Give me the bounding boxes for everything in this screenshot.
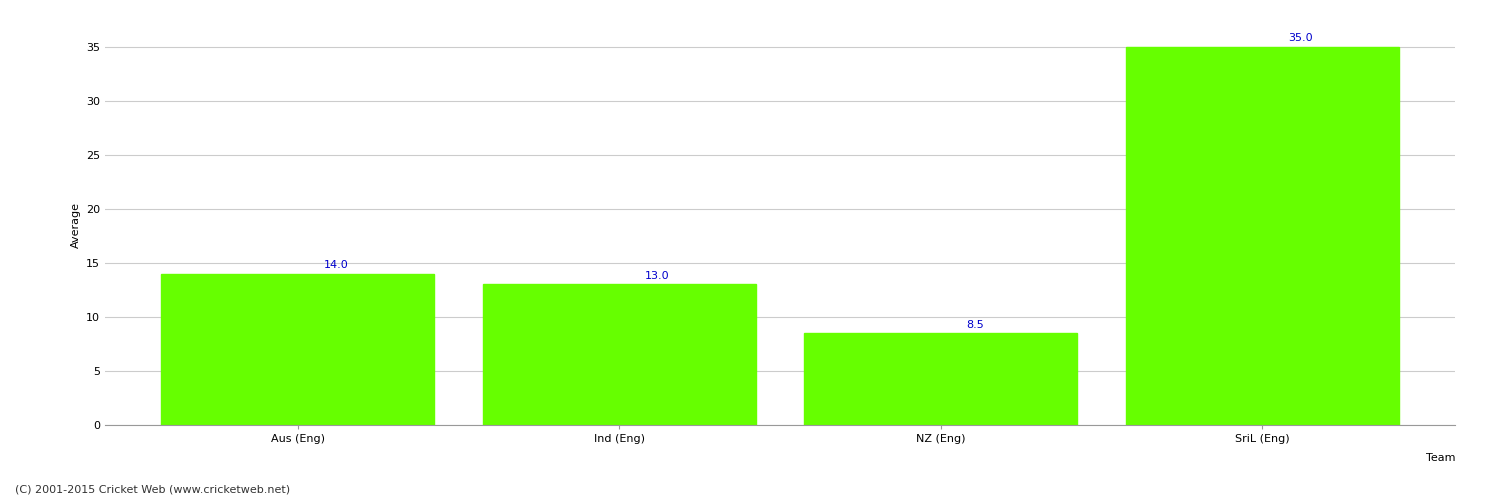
Text: (C) 2001-2015 Cricket Web (www.cricketweb.net): (C) 2001-2015 Cricket Web (www.cricketwe…: [15, 485, 290, 495]
Text: 35.0: 35.0: [1288, 34, 1312, 43]
Bar: [162, 274, 435, 425]
Bar: [483, 284, 756, 425]
Text: 14.0: 14.0: [324, 260, 348, 270]
Text: 13.0: 13.0: [645, 271, 669, 281]
Bar: [1125, 46, 1398, 425]
Y-axis label: Average: Average: [70, 202, 81, 248]
Bar: [804, 333, 1077, 425]
Text: Team: Team: [1425, 453, 1455, 463]
Text: 8.5: 8.5: [966, 320, 984, 330]
